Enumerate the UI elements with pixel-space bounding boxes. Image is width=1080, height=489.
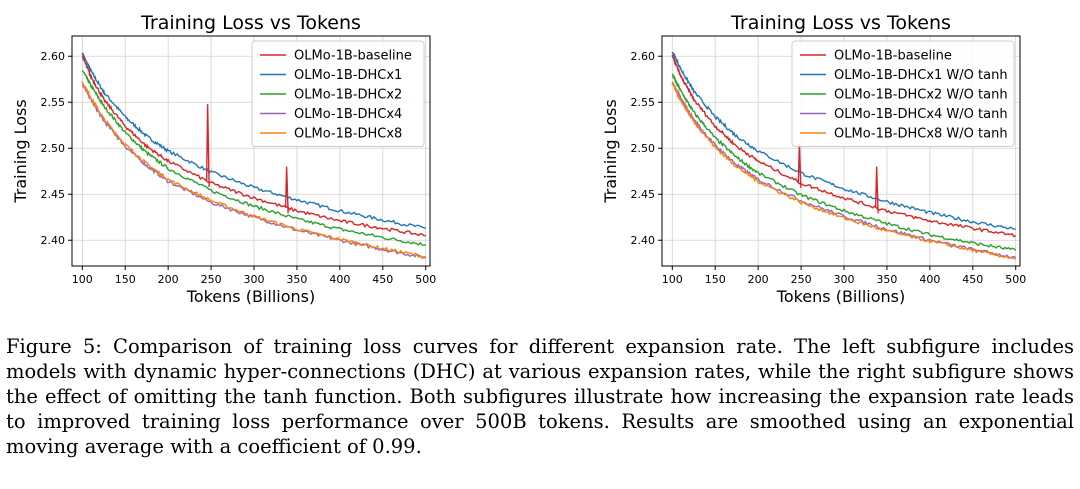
left-legend-label: OLMo-1B-DHCx4 <box>294 107 402 122</box>
figure-caption: Figure 5: Comparison of training loss cu… <box>6 335 1074 458</box>
right-series-line <box>671 54 1017 238</box>
left-x-tick-label: 400 <box>329 273 350 286</box>
left-series-line <box>81 55 426 237</box>
left-loss-spike <box>284 166 289 214</box>
right-loss-spike <box>874 166 879 214</box>
right-y-tick-label: 2.60 <box>631 50 656 63</box>
right-x-tick-label: 150 <box>705 273 726 286</box>
left-y-tick-label: 2.50 <box>41 142 66 155</box>
left-chart-svg: 100 150 200 250 300 350 400 450 500 2.40 2.45 2.50 2… <box>11 12 436 306</box>
right-loss-spike <box>797 143 802 188</box>
left-x-axis-label: Tokens (Billions) <box>186 287 315 306</box>
left-x-tick-label: 500 <box>415 273 436 286</box>
left-legend-box <box>251 40 425 147</box>
left-x-tick-label: 250 <box>201 273 222 286</box>
right-chart: 100 150 200 250 300 350 400 450 500 2.40 2.45 2.50 2… <box>590 0 1080 325</box>
left-x-tick-label: 100 <box>72 273 93 286</box>
left-chart: 100 150 200 250 300 350 400 450 500 2.40 2.45 2.50 2… <box>0 0 490 325</box>
left-x-tick-label: 300 <box>244 273 265 286</box>
left-y-axis-label: Training Loss <box>11 99 30 203</box>
left-legend-label: OLMo-1B-DHCx1 <box>294 68 402 83</box>
right-x-tick-label: 300 <box>834 273 855 286</box>
right-y-axis-label: Training Loss <box>601 99 620 203</box>
left-series-line <box>81 52 426 229</box>
left-legend-label: OLMo-1B-DHCx8 <box>294 127 402 142</box>
right-x-tick-label: 350 <box>876 273 897 286</box>
right-legend-box <box>791 40 1015 147</box>
right-series-line <box>671 51 1016 230</box>
right-x-tick-label: 450 <box>962 273 983 286</box>
right-y-tick-label: 2.55 <box>631 96 656 109</box>
right-plot-frame <box>661 35 1021 267</box>
right-y-tick-label: 2.40 <box>631 234 656 247</box>
left-y-tick-label: 2.45 <box>41 188 66 201</box>
right-legend-label: OLMo-1B-DHCx8 W/O tanh <box>834 127 1008 142</box>
left-x-tick-label: 350 <box>286 273 307 286</box>
left-y-tick-label: 2.60 <box>41 50 66 63</box>
left-legend-label: OLMo-1B-baseline <box>294 49 412 64</box>
left-series-line <box>81 70 426 246</box>
right-legend-label: OLMo-1B-baseline <box>834 49 952 64</box>
right-legend-label: OLMo-1B-DHCx2 W/O tanh <box>834 88 1008 103</box>
right-y-tick-label: 2.50 <box>631 142 656 155</box>
right-x-tick-label: 200 <box>748 273 769 286</box>
left-series-line <box>81 81 426 259</box>
left-chart-title: Training Loss vs Tokens <box>140 12 361 34</box>
right-series-line <box>671 82 1016 260</box>
left-y-tick-label: 2.55 <box>41 96 66 109</box>
left-loss-spike <box>205 104 210 187</box>
left-legend-label: OLMo-1B-DHCx2 <box>294 88 402 103</box>
left-x-tick-label: 150 <box>115 273 136 286</box>
right-legend: OLMo-1B-baseline OLMo-1B-DHCx1 W/O tanh OL… <box>791 40 1015 147</box>
right-x-tick-label: 500 <box>1005 273 1026 286</box>
left-y-tick-label: 2.40 <box>41 234 66 247</box>
right-series-line <box>671 73 1017 251</box>
left-legend: OLMo-1B-baseline OLMo-1B-DHCx1 OLMo-1B-DHC… <box>251 40 425 147</box>
right-x-tick-label: 100 <box>662 273 683 286</box>
right-x-tick-label: 250 <box>791 273 812 286</box>
left-x-tick-label: 200 <box>158 273 179 286</box>
left-plot-frame <box>71 35 431 267</box>
right-chart-title: Training Loss vs Tokens <box>730 12 951 34</box>
right-x-axis-label: Tokens (Billions) <box>776 287 905 306</box>
left-x-tick-label: 450 <box>372 273 393 286</box>
right-legend-label: OLMo-1B-DHCx4 W/O tanh <box>834 107 1008 122</box>
right-legend-label: OLMo-1B-DHCx1 W/O tanh <box>834 68 1008 83</box>
right-chart-svg: 100 150 200 250 300 350 400 450 500 2.40 2.45 2.50 2… <box>601 12 1026 306</box>
right-x-tick-label: 400 <box>919 273 940 286</box>
right-y-tick-label: 2.45 <box>631 188 656 201</box>
